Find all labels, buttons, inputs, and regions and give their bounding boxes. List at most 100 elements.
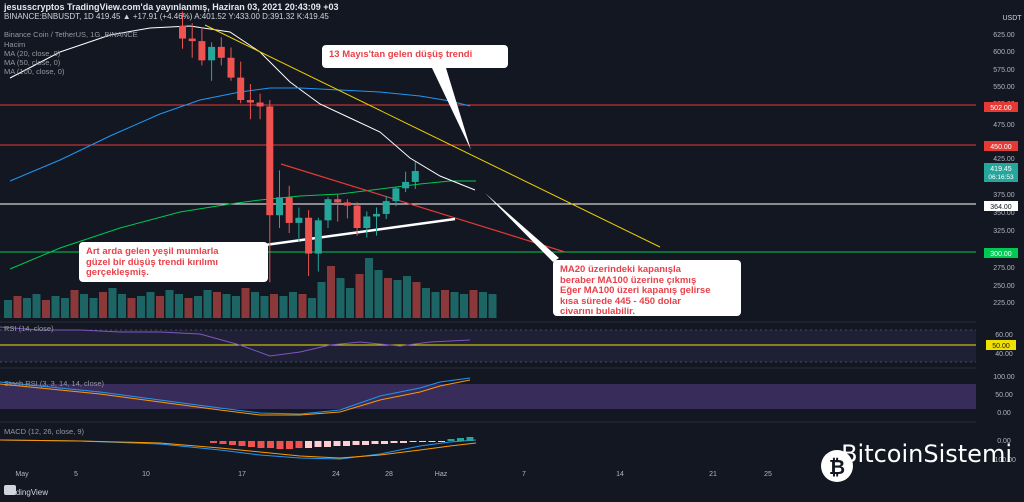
candle — [363, 211, 371, 238]
volume-bar — [108, 288, 117, 318]
macd-histogram-bar — [447, 439, 455, 441]
macd-histogram-bar — [324, 441, 331, 447]
volume-bar — [431, 292, 440, 318]
price-axis-label: 625.00 — [993, 32, 1015, 39]
price-tag-current-countdown: 06:16:53 — [988, 174, 1014, 181]
candle — [343, 199, 351, 219]
macd-axis-label: -100.00 — [992, 457, 1016, 464]
macd-signal-line — [0, 439, 477, 459]
volume-bar — [165, 290, 174, 318]
candle-body — [237, 77, 245, 100]
x-axis-label: Haz — [435, 471, 448, 478]
volume-bar — [298, 294, 307, 318]
rsi-axis-label: 60.00 — [995, 332, 1013, 339]
callout-ma-line4: kısa sürede 445 - 450 dolar — [560, 295, 681, 307]
publish-info: jesusscryptos TradingView.com'da yayınla… — [4, 2, 339, 12]
volume-bar — [450, 292, 459, 318]
macd-histogram-bar — [390, 441, 398, 443]
rsi-50-tag — [986, 340, 1016, 350]
volume-bar — [203, 290, 212, 318]
brand-text: BitcoinSistemi — [841, 440, 1012, 468]
volume-bar — [422, 288, 430, 318]
volume-bar — [365, 258, 373, 318]
macd-histogram-bar — [295, 441, 303, 448]
stoch-axis-label: 50.00 — [995, 392, 1013, 399]
volume-bar — [441, 290, 449, 318]
stoch-title: Stoch RSI (3, 3, 14, 14, close) — [4, 379, 105, 388]
price-tag-current — [984, 163, 1018, 182]
x-axis-label: 28 — [385, 471, 393, 478]
stoch-band — [0, 384, 976, 409]
volume-bar — [251, 292, 259, 318]
volume-bar — [175, 294, 183, 318]
volume-bar — [89, 298, 98, 318]
callout-breakout-line2: güzel bir düşüş trendi kırılımı — [86, 256, 218, 268]
macd-histogram-bar — [333, 441, 341, 446]
macd-histogram-bar — [343, 441, 350, 446]
candle — [324, 197, 332, 228]
macd-histogram-bar — [409, 441, 417, 442]
volume-bar — [222, 294, 231, 318]
price-axis-label: 550.00 — [993, 84, 1015, 91]
candle — [402, 171, 410, 193]
price-tag-g300 — [984, 248, 1018, 258]
macd-histogram-bar — [381, 441, 388, 444]
macd-histogram-bar — [257, 441, 265, 448]
price-tag-r450 — [984, 141, 1018, 151]
volume-bar — [232, 296, 240, 318]
candle-body — [343, 202, 351, 206]
candle-body — [324, 199, 332, 221]
arrow-to-trend — [432, 68, 471, 150]
candle — [392, 187, 400, 207]
legend-ma100: MA (100, close, 0) — [4, 67, 65, 76]
volume-bar — [460, 294, 468, 318]
legend-symbol: Binance Coin / TetherUS, 1G, BINANCE — [4, 30, 138, 39]
candle — [179, 11, 186, 49]
bitcoinsistemi-watermark: BitcoinSistemi — [841, 440, 1012, 468]
price-axis-label: 375.00 — [993, 192, 1015, 199]
candle — [198, 27, 206, 66]
candle-body — [217, 46, 225, 58]
stoch-axis-label: 0.00 — [997, 410, 1011, 417]
x-axis-label: 25 — [764, 471, 772, 478]
candle — [373, 207, 380, 236]
price-axis-label: 250.00 — [993, 283, 1015, 290]
volume-bar — [279, 296, 288, 318]
price-tag-text-r450: 450.00 — [990, 144, 1012, 151]
candle — [208, 42, 216, 81]
x-axis-label: 5 — [74, 471, 78, 478]
macd-histogram-bar — [371, 441, 379, 444]
macd-histogram-bar — [248, 441, 255, 447]
candle-body — [188, 38, 196, 42]
macd-histogram-bar — [286, 441, 293, 449]
callout-downtrend: 13 Mayıs'tan gelen düşüş trendi — [322, 45, 508, 68]
candle — [353, 202, 361, 236]
x-axis-label: May — [15, 471, 29, 478]
callout-downtrend-text: 13 Mayıs'tan gelen düşüş trendi — [329, 49, 473, 60]
volume-bar — [127, 298, 136, 318]
candle-body — [295, 217, 303, 223]
tradingview-logo[interactable]: TradingView — [4, 488, 48, 497]
x-axis-label: 10 — [142, 471, 150, 478]
macd-histogram-bar — [210, 441, 217, 443]
rsi-axis-label: 40.00 — [995, 351, 1013, 358]
volume-bar — [241, 288, 250, 318]
candle-body — [208, 46, 216, 61]
candle — [382, 196, 390, 220]
downtrend-line-yellow — [204, 24, 661, 248]
callout-ma-line1: MA20 üzerindeki kapanışla — [560, 264, 681, 275]
volume-bar — [213, 292, 221, 318]
macd-histogram-bar — [238, 441, 246, 446]
rsi-line — [0, 326, 471, 357]
volume-bar — [270, 294, 278, 318]
price-tag-current-value: 419.45 — [990, 166, 1012, 173]
arrow-to-ma — [485, 193, 559, 262]
candle — [237, 61, 245, 104]
volume-bar — [184, 298, 193, 318]
volume-bar — [336, 278, 345, 318]
tradingview-icon — [4, 485, 16, 495]
macd-line — [0, 439, 477, 460]
volume-bar — [13, 296, 22, 318]
x-axis-label: 14 — [616, 471, 624, 478]
